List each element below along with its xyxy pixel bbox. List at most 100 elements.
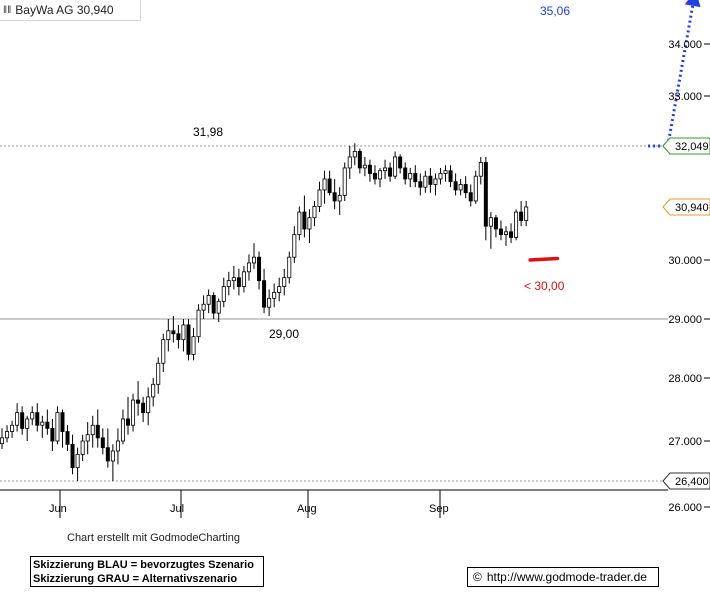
- candle-body: [428, 175, 433, 185]
- candle-body: [267, 297, 272, 308]
- candle-body: [327, 178, 332, 194]
- x-tick-label: Aug: [297, 503, 317, 515]
- candle-body: [307, 217, 312, 230]
- y-tick-label: 29.000: [668, 314, 702, 326]
- candle-body: [488, 217, 493, 227]
- y-tick-label: 33.000: [668, 91, 702, 103]
- candle-body: [408, 173, 413, 180]
- candle-body: [478, 162, 483, 177]
- candle-body: [5, 431, 10, 439]
- candle-body: [171, 330, 176, 335]
- resistance-label: 31,98: [193, 125, 223, 139]
- candle-body: [30, 412, 35, 420]
- target-label-red: < 30,00: [524, 279, 565, 293]
- target-label-blue: 35,06: [540, 4, 570, 18]
- price-tag: [662, 137, 710, 155]
- candle-body: [110, 450, 115, 462]
- candle-body: [509, 231, 514, 238]
- candle-body: [433, 178, 438, 185]
- support-label: 29,00: [269, 327, 299, 341]
- candle-body: [176, 333, 181, 341]
- candle-body: [448, 170, 453, 183]
- candle-body: [498, 228, 503, 236]
- candle-body: [403, 167, 408, 180]
- candle-body: [126, 418, 131, 426]
- candle-body: [347, 156, 352, 169]
- chart-credit: Chart erstellt mit GodmodeCharting: [67, 532, 241, 544]
- price-tag-label: 32,049: [675, 141, 709, 153]
- candle-body: [297, 211, 302, 236]
- price-tag: [662, 198, 710, 216]
- website-url[interactable]: http://www.godmode-trader.de: [486, 570, 647, 584]
- candle-body: [236, 277, 241, 287]
- candle-body: [413, 173, 418, 183]
- price-tag-label: 30,940: [675, 202, 709, 214]
- candle-body: [302, 211, 307, 230]
- candle-body: [65, 431, 70, 445]
- candle-body: [257, 256, 262, 282]
- candle-body: [70, 443, 75, 469]
- candle-body: [337, 195, 342, 202]
- price-tag-label: 26,400: [675, 476, 709, 488]
- candle-body: [45, 421, 50, 429]
- candle-body: [352, 151, 357, 158]
- candle-body: [317, 189, 322, 207]
- chart-title-text: BayWa AG 30,940: [15, 3, 114, 17]
- candle-body: [519, 211, 524, 221]
- candle-body: [393, 156, 398, 177]
- candle-body: [377, 170, 382, 180]
- candle-body: [362, 164, 367, 169]
- candle-body: [332, 192, 337, 202]
- candle-body: [292, 234, 297, 258]
- candle-body: [136, 399, 141, 404]
- website-link[interactable]: © http://www.godmode-trader.de: [467, 567, 659, 587]
- candle-body: [312, 206, 317, 219]
- candle-body: [493, 217, 498, 230]
- candle-body: [55, 412, 60, 442]
- candle-body: [141, 402, 146, 414]
- candle-body: [388, 167, 393, 177]
- y-tick-label: 27.000: [668, 436, 702, 448]
- candle-body: [272, 292, 277, 299]
- candle-body: [372, 173, 377, 180]
- red-support-line: [528, 256, 560, 262]
- candle-body: [196, 309, 201, 338]
- blue-scenario-path: [648, 0, 696, 148]
- candle-body: [75, 453, 80, 469]
- candle-body: [80, 440, 85, 455]
- candle-body: [146, 396, 151, 414]
- candle-body: [342, 167, 347, 196]
- legend-grey-line: Skizzierung GRAU = Alternativszenario: [33, 573, 238, 585]
- candle-body: [131, 399, 136, 426]
- copyright-icon: ©: [473, 570, 482, 584]
- candle-body: [100, 437, 105, 449]
- candle-body: [246, 262, 251, 273]
- y-tick-label: 28.000: [668, 373, 702, 385]
- candle-body: [277, 286, 282, 293]
- candle-body: [453, 181, 458, 191]
- scenario-legend: Skizzierung BLAU = bevorzugtes Szenario …: [30, 556, 264, 587]
- candle-body: [161, 339, 166, 364]
- candle-body: [282, 277, 287, 287]
- candle-body: [85, 434, 90, 442]
- candle-body: [166, 330, 171, 341]
- candle-body: [181, 324, 186, 341]
- candle-body: [20, 412, 25, 429]
- candle-body: [418, 181, 423, 188]
- candle-body: [216, 300, 221, 314]
- candle-body: [25, 418, 30, 429]
- candle-body: [287, 256, 292, 279]
- candle-body: [524, 206, 529, 221]
- candle-body: [156, 362, 161, 385]
- candle-body: [95, 424, 100, 439]
- candle-body: [514, 211, 519, 238]
- candle-body: [226, 280, 231, 287]
- candle-body: [206, 294, 211, 305]
- legend-blue-line: Skizzierung BLAU = bevorzugtes Szenario: [33, 559, 254, 571]
- candle-body: [357, 151, 362, 169]
- price-tag: [662, 472, 710, 490]
- candle-body: [10, 424, 15, 432]
- candle-body: [483, 162, 488, 227]
- x-tick-label: Sep: [429, 503, 449, 515]
- candle-body: [191, 336, 196, 355]
